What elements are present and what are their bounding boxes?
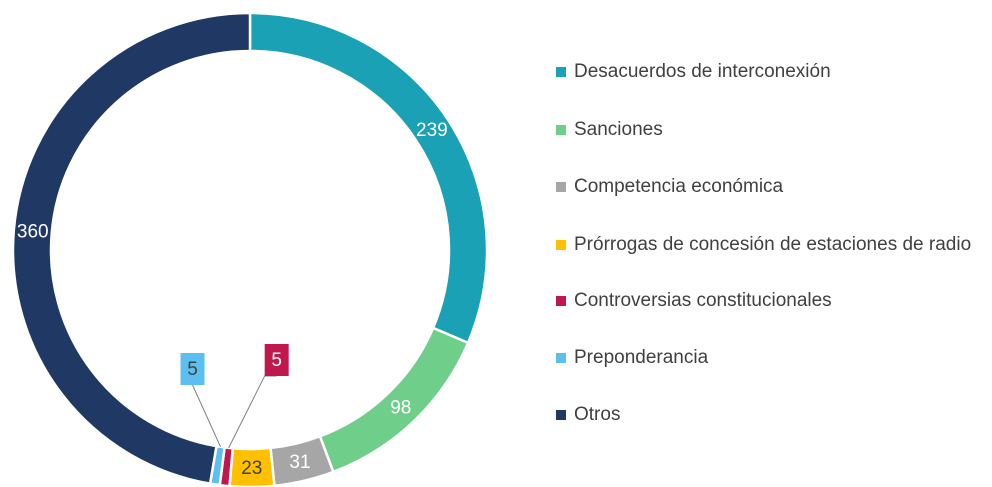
legend-item: Controversias constitucionales	[556, 287, 986, 315]
legend-item: Prórrogas de concesión de estaciones de …	[556, 231, 986, 259]
donut-segment	[248, 11, 489, 345]
legend-label: Desacuerdos de interconexión	[574, 61, 831, 82]
label-box	[264, 344, 289, 376]
legend-item: Sanciones	[556, 116, 986, 144]
legend-label: Prórrogas de concesión de estaciones de …	[574, 234, 972, 255]
data-label: 5	[271, 350, 282, 371]
legend-label: Otros	[574, 404, 621, 425]
donut-segment	[11, 11, 252, 486]
label-box	[180, 353, 205, 385]
legend-label: Preponderancia	[574, 347, 709, 368]
data-label: 239	[416, 120, 448, 141]
legend-swatch	[556, 240, 566, 250]
legend-label: Controversias constitucionales	[574, 290, 832, 311]
legend-label: Sanciones	[574, 119, 663, 140]
legend-label: Competencia económica	[574, 176, 784, 197]
legend-swatch	[556, 182, 566, 192]
data-label: 360	[17, 222, 49, 243]
legend-swatch	[556, 353, 566, 363]
leader-line	[228, 375, 277, 449]
legend-swatch	[556, 410, 566, 420]
legend-swatch	[556, 67, 566, 77]
data-label: 5	[187, 359, 198, 380]
legend-swatch	[556, 296, 566, 306]
data-label: 31	[289, 452, 310, 473]
leader-line	[192, 384, 221, 448]
data-label: 98	[390, 397, 411, 418]
legend-item: Otros	[556, 401, 986, 429]
legend-item: Desacuerdos de interconexión	[556, 58, 986, 86]
legend-swatch	[556, 125, 566, 135]
legend-item: Preponderancia	[556, 344, 986, 372]
legend-item: Competencia económica	[556, 173, 986, 201]
data-label: 23	[241, 458, 262, 479]
